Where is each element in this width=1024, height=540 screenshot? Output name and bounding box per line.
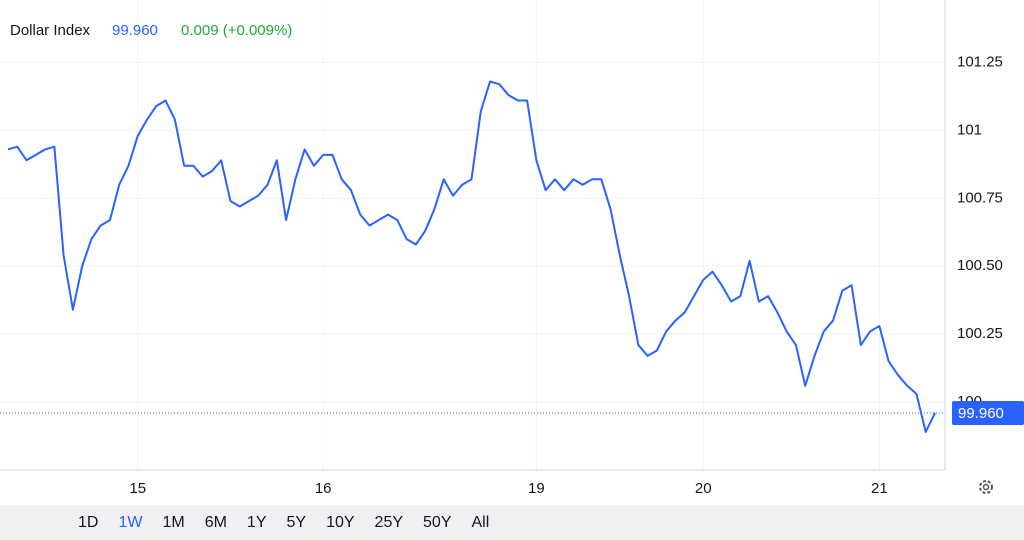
range-button[interactable]: 1D [78,513,99,531]
y-tick-label: 101.25 [957,53,1003,70]
range-button[interactable]: All [471,513,490,531]
change: 0.009 (+0.009%) [181,22,292,39]
price: 99.960 [112,22,158,39]
y-tick-label: 100.75 [957,189,1003,206]
y-tick-label: 100.50 [957,257,1003,274]
range-button[interactable]: 10Y [326,513,355,531]
y-tick-label: 100.25 [957,325,1003,342]
y-tick-label: 101 [957,121,982,138]
range-button[interactable]: 6M [204,513,227,531]
range-button[interactable]: 50Y [423,513,452,531]
x-tick-label: 16 [315,480,332,497]
range-button[interactable]: 1W [118,513,143,531]
x-tick-label: 21 [871,480,888,497]
chart-title: Dollar Index [10,22,91,39]
price-badge [952,400,1024,425]
x-tick-label: 19 [528,480,545,497]
range-button[interactable]: 25Y [374,513,404,531]
chart: Dollar Index 99.960 0.009 (+0.009%) 1001… [0,0,1024,497]
line [7,80,936,433]
range-button[interactable]: 5Y [286,513,307,531]
price-badge-label: 99.960 [958,405,1004,422]
x-tick-label: 15 [129,480,146,497]
settings-icon[interactable] [979,480,993,494]
x-tick-label: 20 [695,480,712,497]
range-button[interactable]: 1M [162,513,185,531]
grid [0,0,945,470]
range-toolbar: 1D 1W 1M 6M 1Y 5Y 10Y 25Y 50Y All [0,505,1024,540]
range-button[interactable]: 1Y [246,513,267,531]
